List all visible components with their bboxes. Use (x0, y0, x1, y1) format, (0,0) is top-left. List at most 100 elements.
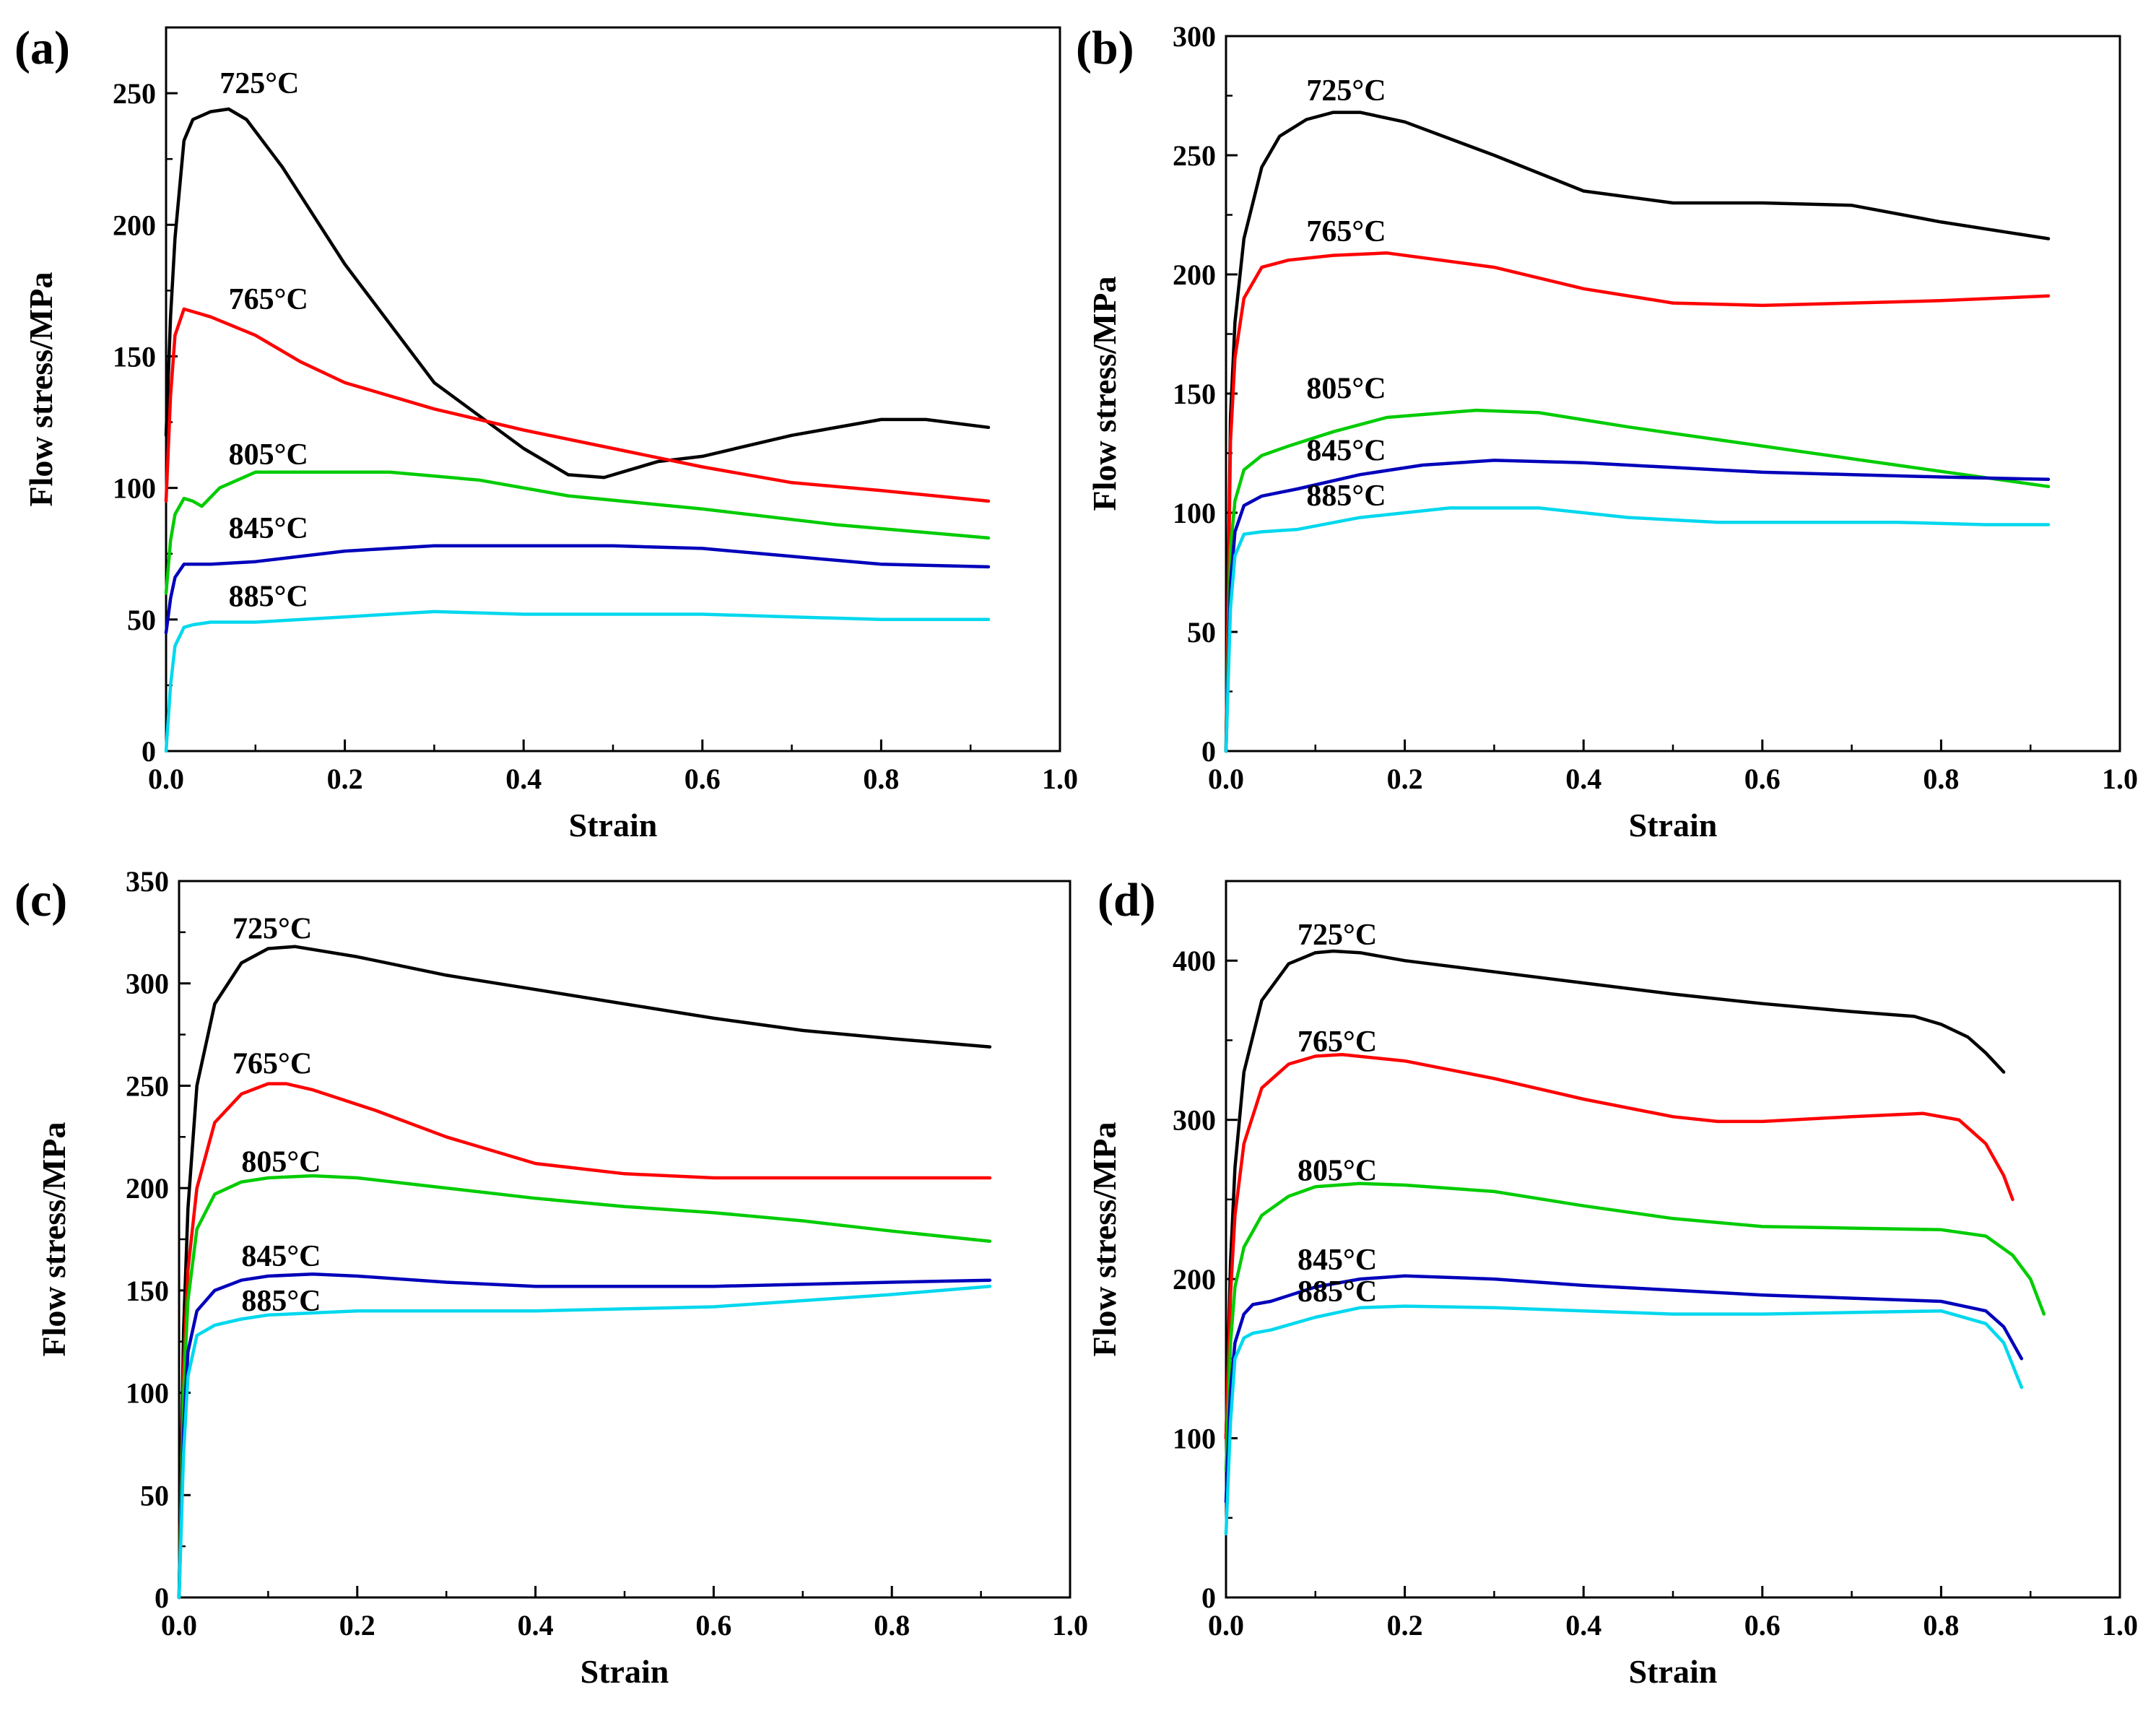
x-tick-label: 0.8 (874, 1609, 910, 1642)
y-tick-label: 100 (113, 472, 156, 505)
x-tick-label: 0.6 (684, 763, 721, 795)
y-tick-label: 50 (140, 1479, 169, 1512)
y-axis-label: Flow stress/MPa (1086, 277, 1123, 511)
series-label-1: 725°C (1297, 919, 1377, 952)
series-label-5: 885°C (229, 581, 308, 614)
x-tick-label: 0.2 (1387, 763, 1423, 795)
y-tick-label: 300 (1173, 1104, 1216, 1137)
x-tick-label: 0.8 (863, 763, 899, 795)
x-axis-label: Strain (581, 1653, 669, 1690)
y-tick-label: 200 (126, 1172, 169, 1205)
chart-panel-3: 0.0 0.2 0.4 0.6 0.8 1.0 0 50 100 150 200 250 300 350 S… (14, 865, 1088, 1690)
x-tick-label: 0.2 (339, 1609, 375, 1642)
y-tick-label: 200 (113, 209, 156, 241)
x-tick-label: 0.0 (1208, 1609, 1244, 1642)
series-label-1: 725°C (232, 912, 312, 945)
x-tick-label: 0.8 (1923, 763, 1959, 795)
series-line-2 (177, 1082, 992, 1600)
series-line-4 (1224, 1274, 2024, 1504)
series-line-3 (1224, 408, 2051, 753)
y-tick-label: 150 (1173, 378, 1216, 410)
x-tick-label: 0.0 (1208, 763, 1244, 795)
panel-letter: (a) (14, 22, 70, 74)
series-line-4 (1224, 459, 2051, 753)
y-tick-label: 200 (1173, 1263, 1216, 1296)
series-line-5 (1224, 1304, 2024, 1536)
panel-letter: (c) (14, 874, 67, 927)
y-tick-label: 350 (126, 865, 169, 898)
x-tick-label: 0.4 (505, 763, 542, 795)
y-tick-label: 150 (113, 340, 156, 373)
x-tick-label: 0.0 (161, 1609, 197, 1642)
y-tick-label: 0 (1201, 735, 1216, 768)
x-axis-label: Strain (1629, 1653, 1718, 1690)
series-line-1 (177, 945, 992, 1600)
x-tick-label: 1.0 (2102, 1609, 2138, 1642)
series-label-4: 845°C (229, 512, 308, 545)
y-tick-label: 100 (126, 1377, 169, 1410)
series-line-5 (177, 1284, 992, 1600)
series-label-3: 805°C (1297, 1154, 1377, 1187)
series-label-1: 725°C (219, 67, 299, 100)
chart-panel-2: 0.0 0.2 0.4 0.6 0.8 1.0 0 50 100 150 200 250 300 Stra… (1076, 20, 2138, 844)
y-axis-label: Flow stress/MPa (22, 272, 59, 507)
series-label-3: 805°C (229, 438, 308, 472)
series-line-3 (1224, 1181, 2046, 1472)
y-tick-label: 0 (142, 735, 156, 768)
series-label-2: 765°C (1306, 215, 1386, 248)
x-tick-label: 0.0 (148, 763, 184, 795)
y-tick-label: 100 (1173, 497, 1216, 529)
x-axis-label: Strain (569, 807, 658, 844)
series-line-2 (1224, 251, 2051, 753)
y-tick-label: 150 (126, 1275, 169, 1307)
chart-panel-1: 0.0 0.2 0.4 0.6 0.8 1.0 0 50 100 150 200 250 Strain F… (14, 22, 1078, 844)
x-tick-label: 0.2 (1387, 1609, 1423, 1642)
series-label-3: 805°C (241, 1145, 321, 1179)
series-label-5: 885°C (1297, 1275, 1377, 1309)
y-tick-label: 50 (1187, 616, 1216, 649)
y-tick-label: 200 (1173, 259, 1216, 291)
series-label-4: 845°C (1297, 1244, 1377, 1277)
series-label-1: 725°C (1306, 74, 1386, 108)
series-line-1 (1224, 110, 2051, 753)
y-tick-label: 250 (1173, 139, 1216, 172)
series-line-3 (177, 1174, 992, 1600)
x-tick-label: 0.8 (1923, 1609, 1959, 1642)
series-label-5: 885°C (241, 1285, 321, 1318)
panel-letter: (d) (1097, 874, 1156, 927)
x-tick-label: 0.4 (1565, 763, 1601, 795)
series-label-4: 845°C (241, 1240, 321, 1273)
x-tick-label: 0.6 (1744, 763, 1781, 795)
series-line-5 (1224, 506, 2051, 753)
series-line-2 (1224, 1053, 2014, 1440)
x-tick-label: 0.2 (327, 763, 363, 795)
y-tick-label: 0 (1201, 1582, 1216, 1614)
x-tick-label: 1.0 (1042, 763, 1078, 795)
chart-panel-4: 0.0 0.2 0.4 0.6 0.8 1.0 0 100 200 300 400 Strain Flo… (1086, 874, 2138, 1690)
y-axis-label: Flow stress/MPa (1086, 1122, 1123, 1357)
y-tick-label: 400 (1173, 945, 1216, 977)
series-line-1 (1224, 949, 2006, 1440)
x-tick-label: 0.4 (1565, 1609, 1601, 1642)
series-line-3 (164, 470, 991, 595)
series-label-3: 805°C (1306, 373, 1386, 406)
y-tick-label: 250 (113, 77, 156, 110)
x-tick-label: 0.6 (695, 1609, 731, 1642)
series-label-5: 885°C (1306, 480, 1386, 513)
series-label-2: 765°C (1297, 1025, 1377, 1059)
series-label-4: 845°C (1306, 434, 1386, 467)
series-label-2: 765°C (232, 1047, 312, 1080)
series-line-5 (164, 610, 991, 753)
series-line-1 (164, 107, 991, 480)
y-tick-label: 300 (126, 968, 169, 1000)
x-tick-label: 0.4 (518, 1609, 554, 1642)
series-line-2 (164, 307, 991, 503)
x-axis-label: Strain (1629, 807, 1718, 844)
y-tick-label: 50 (127, 604, 156, 636)
y-axis-label: Flow stress/MPa (35, 1122, 72, 1357)
y-tick-label: 300 (1173, 20, 1216, 53)
panel-letter: (b) (1076, 22, 1134, 74)
y-tick-label: 0 (155, 1582, 169, 1614)
